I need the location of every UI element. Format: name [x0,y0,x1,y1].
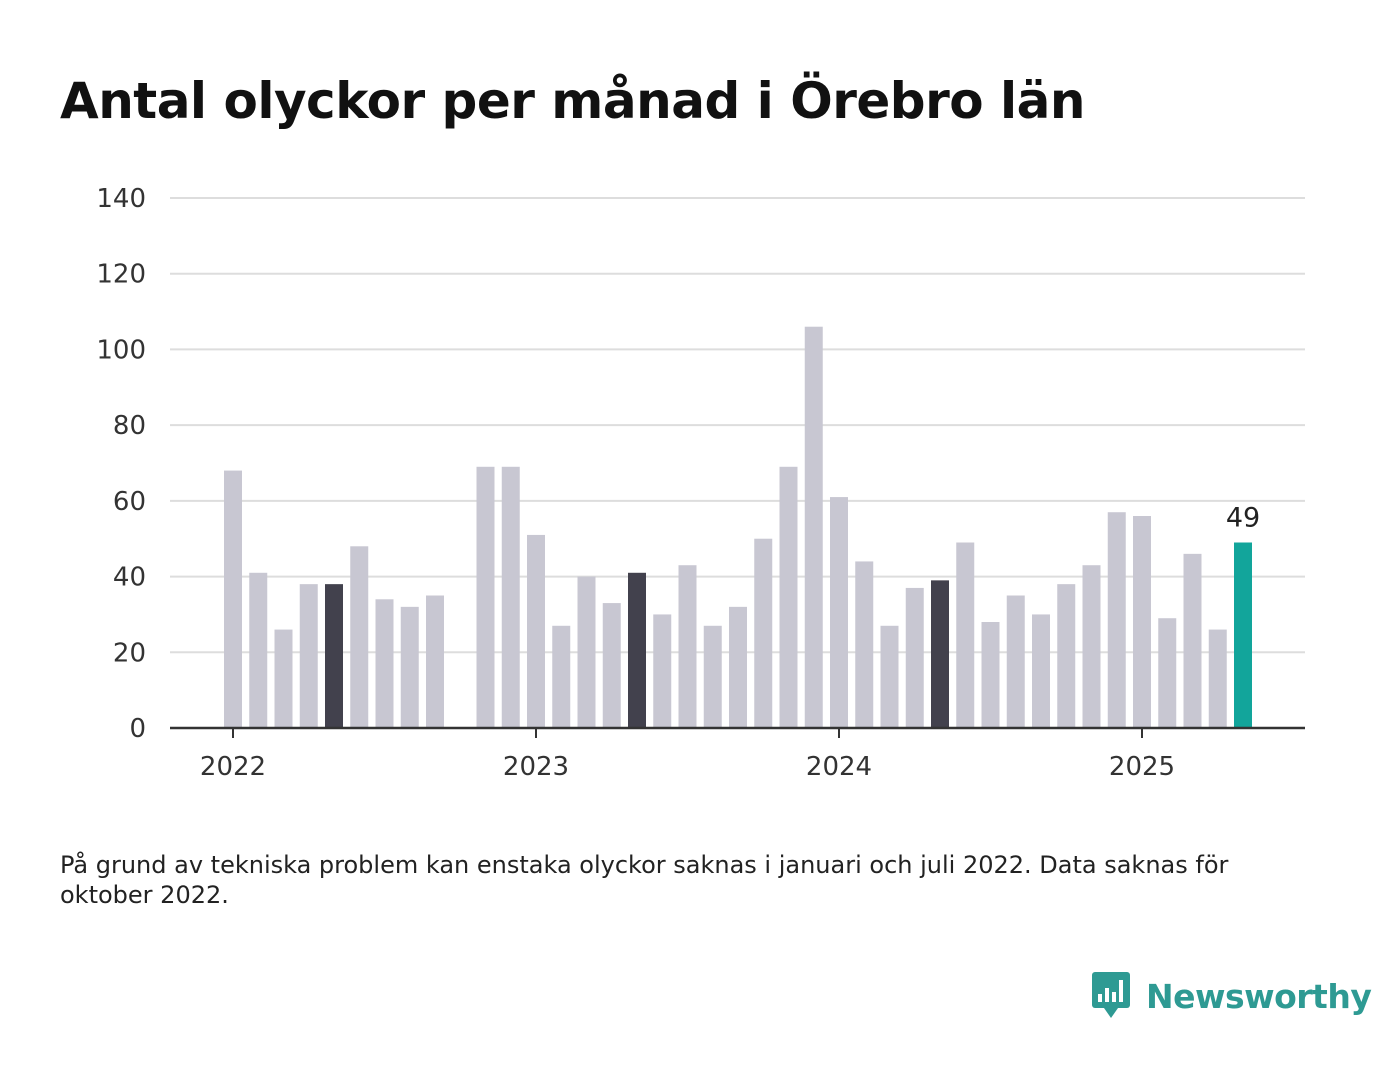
bar-2025-02 [1158,618,1177,728]
bar-2022-04 [299,584,318,728]
bar-2022-07 [375,599,394,728]
bar-2024-02 [855,561,874,728]
bar-2024-04 [905,587,924,728]
y-tick-label: 0 [129,714,146,744]
bars [224,326,1252,728]
bar-2022-05 [325,584,343,728]
bar-2025-05 [1234,542,1252,728]
bar-2022-02 [249,572,268,728]
bar-2025-03 [1183,553,1202,728]
bar-2024-12 [1107,512,1126,728]
bar-2023-08 [703,625,722,728]
bar-2023-01 [527,534,545,728]
bar-2024-06 [956,542,975,728]
bar-2023-02 [552,625,571,728]
bar-2022-03 [274,629,293,728]
x-tick-label: 2023 [503,752,569,782]
chart-title: Antal olyckor per månad i Örebro län [60,72,1085,130]
data-labels: 49 [1226,503,1260,534]
y-axis-ticks: 0 20 40 60 80 100 120 140 [96,184,146,744]
bar-2022-01 [224,470,242,728]
bar-2022-06 [350,546,369,728]
x-tick-label: 2022 [200,752,266,782]
brand-name: Newsworthy [1146,976,1372,1016]
bar-2023-06 [653,614,672,728]
x-tick-label: 2024 [806,752,872,782]
bar-2024-08 [1006,595,1025,728]
bar-2024-10 [1057,584,1076,728]
data-label-latest: 49 [1226,503,1260,534]
bar-2022-11 [476,466,495,728]
footnote: På grund av tekniska problem kan enstaka… [60,851,1229,909]
bar-2025-01 [1133,516,1151,728]
bar-2024-01 [830,497,848,728]
bar-2023-03 [577,576,596,728]
y-tick-label: 60 [113,487,146,517]
y-tick-label: 80 [113,411,146,441]
bar-2024-05 [931,580,949,728]
bar-2022-12 [501,466,520,728]
bar-chart: 0 20 40 60 80 100 120 140 2022 2023 2024 2025 49 [96,184,1305,782]
bar-2024-11 [1082,565,1101,728]
bar-2024-03 [880,625,899,728]
y-tick-label: 120 [96,260,146,290]
x-axis: 2022 2023 2024 2025 [170,726,1305,782]
bar-2024-09 [1032,614,1050,728]
bar-2023-05 [628,572,646,728]
bar-2023-11 [779,466,798,728]
bar-2022-09 [426,595,444,728]
newsworthy-logo-icon [1092,972,1130,1018]
bar-2024-07 [981,622,1000,728]
bar-2023-07 [678,565,697,728]
bar-2023-12 [804,326,823,728]
bar-2025-04 [1208,629,1227,728]
y-tick-label: 20 [113,638,146,668]
y-tick-label: 40 [113,563,146,593]
bar-2023-10 [754,538,773,728]
bar-2023-04 [602,603,621,728]
bar-2023-09 [729,606,747,728]
bar-2022-08 [400,606,419,728]
x-tick-label: 2025 [1109,752,1175,782]
y-tick-label: 140 [96,184,146,214]
y-tick-label: 100 [96,335,146,365]
brand-logo[interactable]: Newsworthy [1090,970,1372,1022]
